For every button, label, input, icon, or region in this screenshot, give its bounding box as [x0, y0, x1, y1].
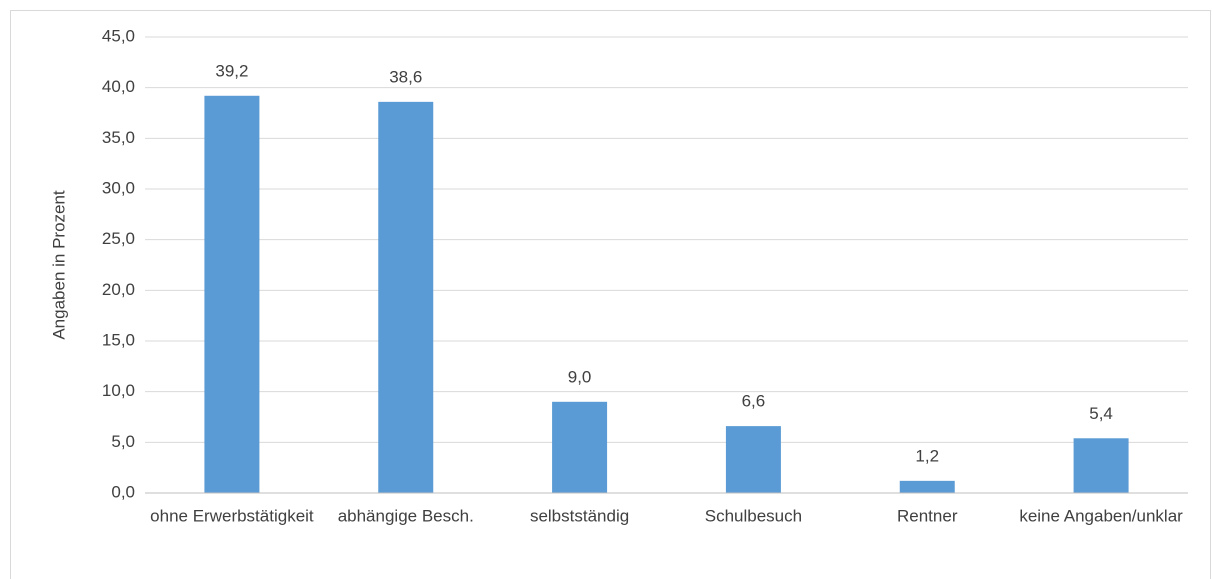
bar	[204, 95, 260, 494]
y-tick-label: 15,0	[102, 330, 135, 349]
value-label: 1,2	[915, 446, 939, 465]
value-label: 39,2	[215, 61, 248, 80]
y-tick-label: 45,0	[102, 26, 135, 45]
y-tick-label: 35,0	[102, 128, 135, 147]
y-tick-label: 5,0	[111, 432, 135, 451]
bar	[725, 426, 781, 493]
x-tick-label: Schulbesuch	[705, 506, 802, 525]
x-tick-label: ohne Erwerbstätigkeit	[150, 506, 314, 525]
bar	[552, 401, 608, 493]
value-label: 38,6	[389, 67, 422, 86]
bar	[378, 101, 434, 493]
y-tick-label: 0,0	[111, 482, 135, 501]
chart-frame	[10, 10, 1211, 579]
y-tick-label: 25,0	[102, 229, 135, 248]
y-axis-title: Angaben in Prozent	[49, 190, 68, 340]
x-tick-label: selbstständig	[530, 506, 629, 525]
bar	[1073, 438, 1129, 493]
value-label: 6,6	[742, 392, 766, 411]
x-tick-label: keine Angaben/unklar	[1019, 506, 1183, 525]
x-tick-label: Rentner	[897, 506, 958, 525]
value-label: 9,0	[568, 367, 592, 386]
y-tick-label: 10,0	[102, 381, 135, 400]
y-tick-label: 20,0	[102, 280, 135, 299]
bar	[899, 480, 955, 493]
y-tick-label: 40,0	[102, 77, 135, 96]
y-tick-label: 30,0	[102, 178, 135, 197]
value-label: 5,4	[1089, 404, 1113, 423]
x-tick-label: abhängige Besch.	[338, 506, 474, 525]
